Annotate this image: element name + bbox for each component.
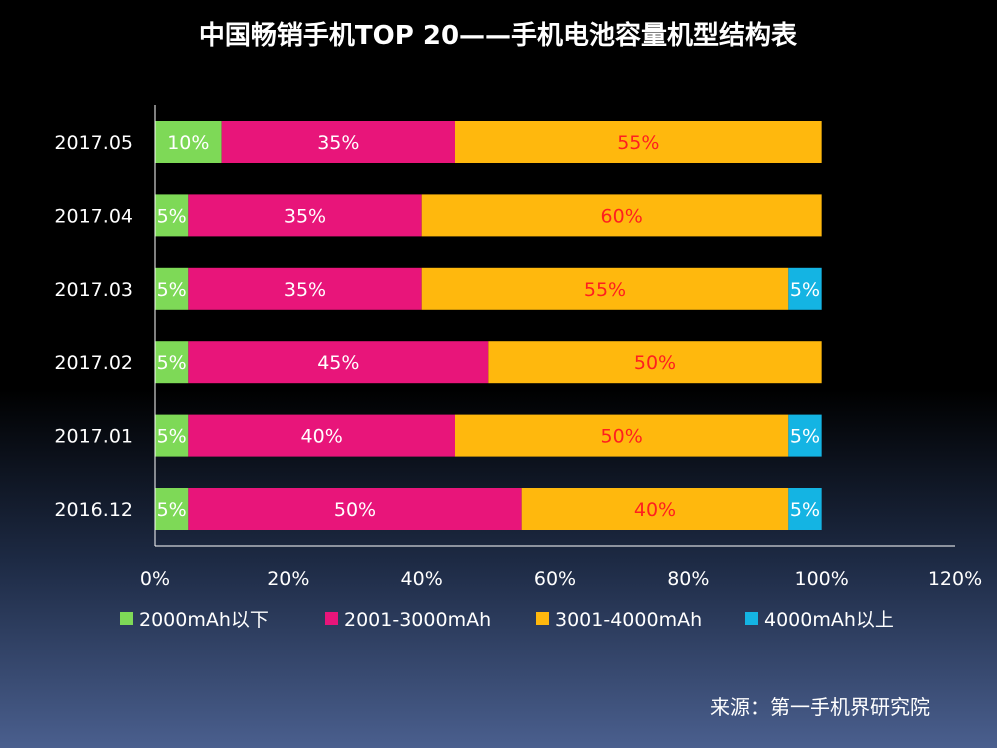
bar-segment bbox=[188, 267, 422, 310]
data-label: 50% bbox=[634, 352, 676, 374]
legend-swatch bbox=[536, 612, 549, 625]
x-tick-label: 60% bbox=[534, 568, 576, 590]
bar-segment bbox=[155, 194, 189, 237]
data-label: 5% bbox=[157, 352, 187, 374]
bar-segment bbox=[155, 341, 189, 384]
data-label: 45% bbox=[317, 352, 359, 374]
data-label: 5% bbox=[790, 279, 820, 301]
y-category-label: 2017.04 bbox=[54, 205, 133, 227]
data-label: 5% bbox=[157, 279, 187, 301]
legend-label: 3001-4000mAh bbox=[555, 609, 702, 631]
bar-segment bbox=[488, 341, 822, 384]
bar-segment bbox=[155, 414, 189, 457]
data-label: 60% bbox=[601, 205, 643, 227]
x-tick-label: 120% bbox=[928, 568, 982, 590]
bar-segment bbox=[788, 267, 822, 310]
data-label: 35% bbox=[284, 279, 326, 301]
data-label: 5% bbox=[157, 499, 187, 521]
bar-segment bbox=[188, 341, 489, 384]
x-tick-label: 40% bbox=[401, 568, 443, 590]
chart-title: 中国畅销手机TOP 20——手机电池容量机型结构表 bbox=[199, 20, 798, 51]
data-label: 55% bbox=[617, 132, 659, 154]
legend-swatch bbox=[120, 612, 133, 625]
y-category-label: 2017.01 bbox=[54, 426, 133, 448]
bar-segment bbox=[155, 488, 189, 530]
data-label: 5% bbox=[157, 205, 187, 227]
data-label: 50% bbox=[334, 499, 376, 521]
bar-segment bbox=[188, 414, 456, 457]
y-category-label: 2017.05 bbox=[54, 132, 133, 154]
x-tick-label: 80% bbox=[667, 568, 709, 590]
x-tick-label: 100% bbox=[795, 568, 849, 590]
bar-segment bbox=[521, 488, 789, 530]
bar-segment bbox=[221, 121, 455, 163]
data-label: 40% bbox=[634, 499, 676, 521]
legend-swatch bbox=[745, 612, 758, 625]
data-label: 5% bbox=[157, 426, 187, 448]
data-label: 5% bbox=[790, 499, 820, 521]
bar-segment bbox=[421, 267, 789, 310]
y-category-label: 2016.12 bbox=[54, 499, 133, 521]
legend-swatch bbox=[325, 612, 338, 625]
bar-segment bbox=[421, 194, 822, 237]
legend-label: 2001-3000mAh bbox=[344, 609, 491, 631]
legend-label: 4000mAh以上 bbox=[764, 609, 894, 631]
data-label: 55% bbox=[584, 279, 626, 301]
data-label: 40% bbox=[301, 426, 343, 448]
y-category-label: 2017.02 bbox=[54, 352, 133, 374]
source-note: 来源：第一手机界研究院 bbox=[710, 695, 930, 719]
x-tick-label: 20% bbox=[267, 568, 309, 590]
bar-segment bbox=[155, 267, 189, 310]
bar-segment bbox=[188, 194, 422, 237]
data-label: 10% bbox=[167, 132, 209, 154]
data-label: 35% bbox=[317, 132, 359, 154]
x-tick-label: 0% bbox=[140, 568, 170, 590]
legend: 2000mAh以下 2001-3000mAh 3001-4000mAh 4000mAh… bbox=[120, 609, 894, 631]
bar-segment bbox=[455, 414, 789, 457]
data-label: 50% bbox=[601, 426, 643, 448]
bar-segment bbox=[188, 488, 522, 530]
bar-segment bbox=[155, 121, 222, 163]
bars-group: 10% 35% 55% 5% 35% 60% 5% 35% 55% 5% 5% 45% 50% 5% 40%… bbox=[155, 121, 822, 530]
bar-segment bbox=[788, 414, 822, 457]
bar-segment bbox=[788, 488, 822, 530]
legend-label: 2000mAh以下 bbox=[139, 609, 269, 631]
bar-segment bbox=[455, 121, 822, 163]
axes-group: 0% 20% 40% 60% 80% 100% 120% 2017.05 2017.04 2017… bbox=[54, 105, 982, 590]
data-label: 5% bbox=[790, 426, 820, 448]
data-label: 35% bbox=[284, 205, 326, 227]
y-category-label: 2017.03 bbox=[54, 279, 133, 301]
